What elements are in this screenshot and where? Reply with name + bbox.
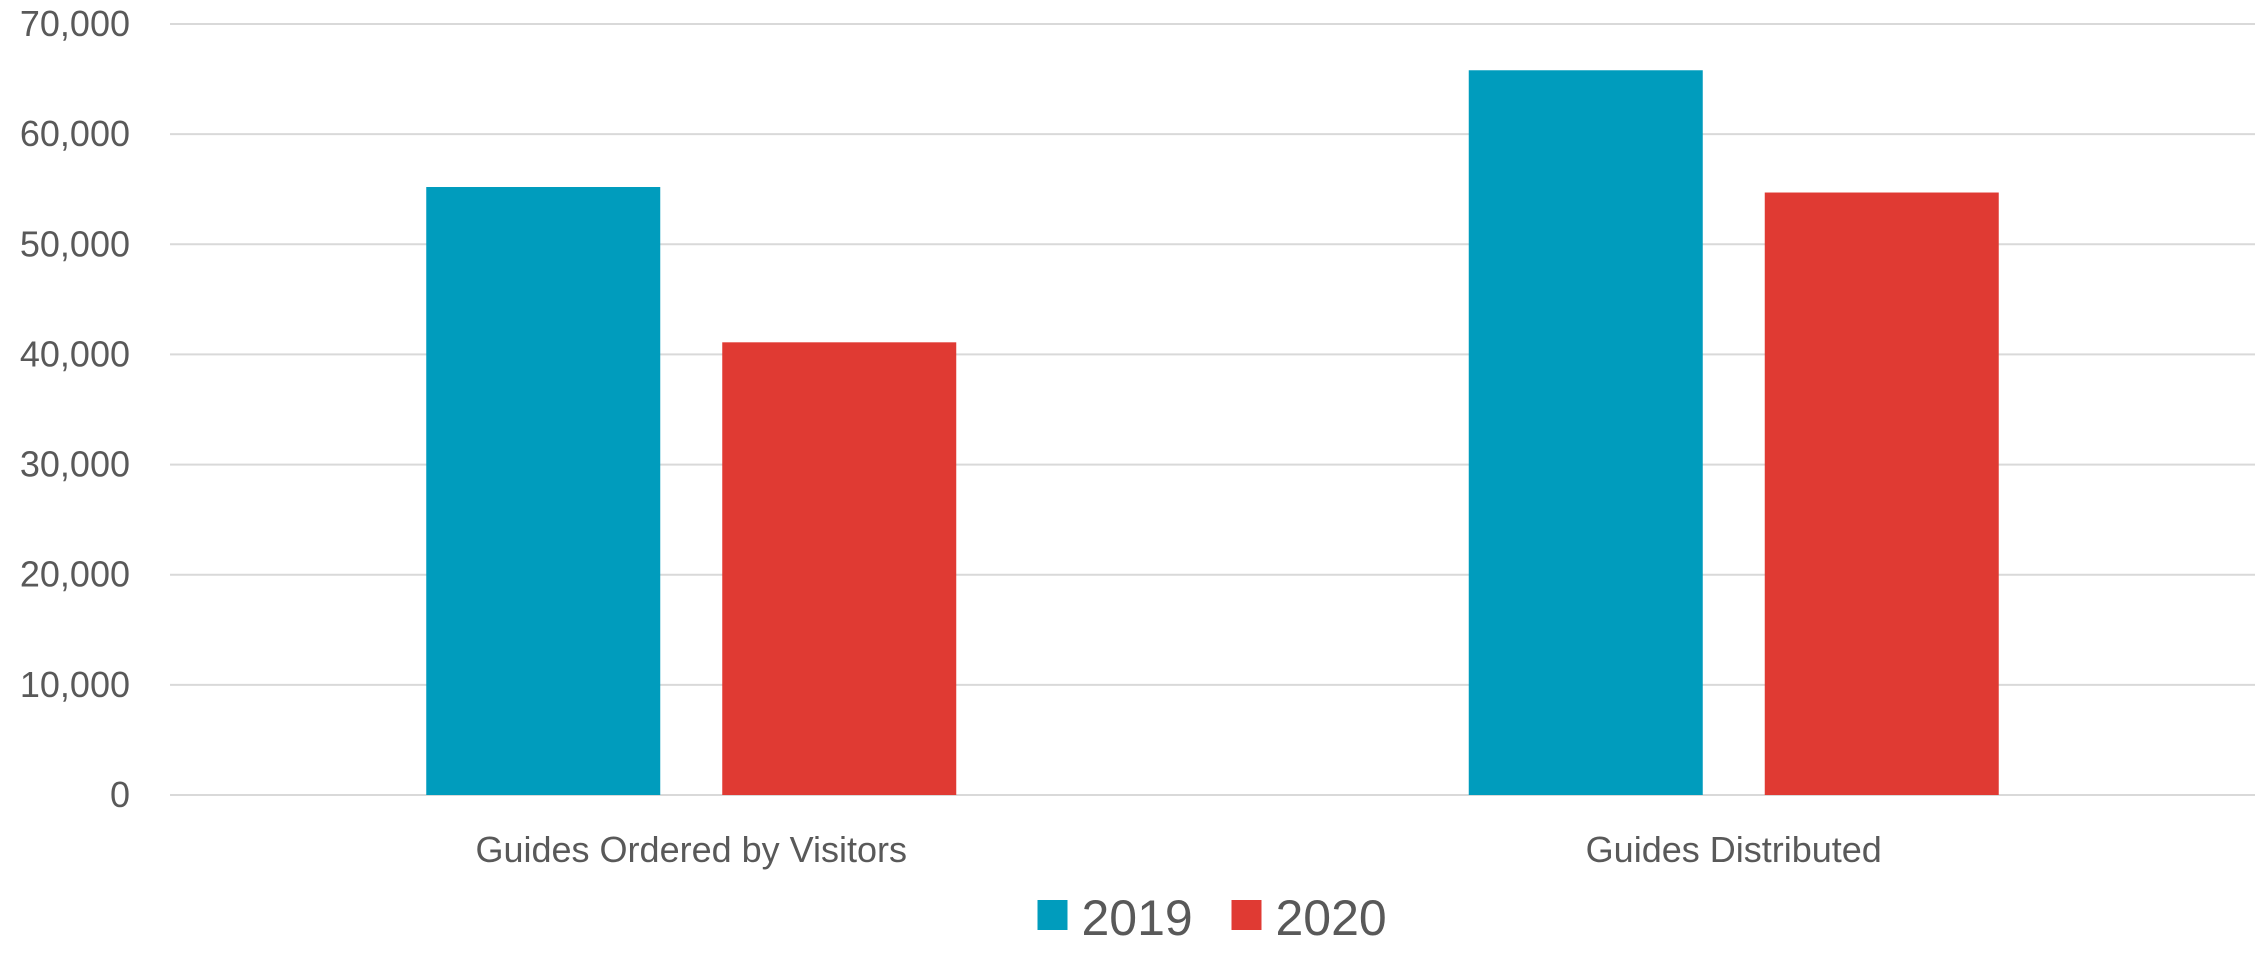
y-tick-label: 70,000 <box>20 3 130 44</box>
y-tick-label: 20,000 <box>20 554 130 595</box>
legend: 2019 2020 <box>1037 890 1387 946</box>
bar-2020-1 <box>722 342 957 795</box>
y-tick-label: 10,000 <box>20 664 130 705</box>
x-category-label: Guides Ordered by Visitors <box>475 829 907 870</box>
legend-swatch-2019 <box>1037 900 1068 930</box>
x-category-label: Guides Distributed <box>1586 829 1882 870</box>
y-tick-label: 40,000 <box>20 333 130 374</box>
y-axis-tick-labels: 0 10,000 20,000 30,000 40,000 50,000 60,000 70,… <box>20 3 130 815</box>
bar-2019-1 <box>426 187 661 796</box>
bars <box>426 70 1999 796</box>
legend-label-2020: 2020 <box>1276 890 1387 946</box>
y-tick-label: 50,000 <box>20 223 130 264</box>
y-tick-label: 0 <box>110 774 130 815</box>
legend-label-2019: 2019 <box>1082 890 1193 946</box>
x-axis-category-labels: Guides Ordered by Visitors Guides Distrib… <box>475 829 1881 870</box>
bar-2020-2 <box>1764 192 1999 796</box>
y-tick-label: 30,000 <box>20 444 130 485</box>
legend-swatch-2020 <box>1231 900 1262 930</box>
bar-2019-2 <box>1468 70 1703 795</box>
y-tick-label: 60,000 <box>20 113 130 154</box>
